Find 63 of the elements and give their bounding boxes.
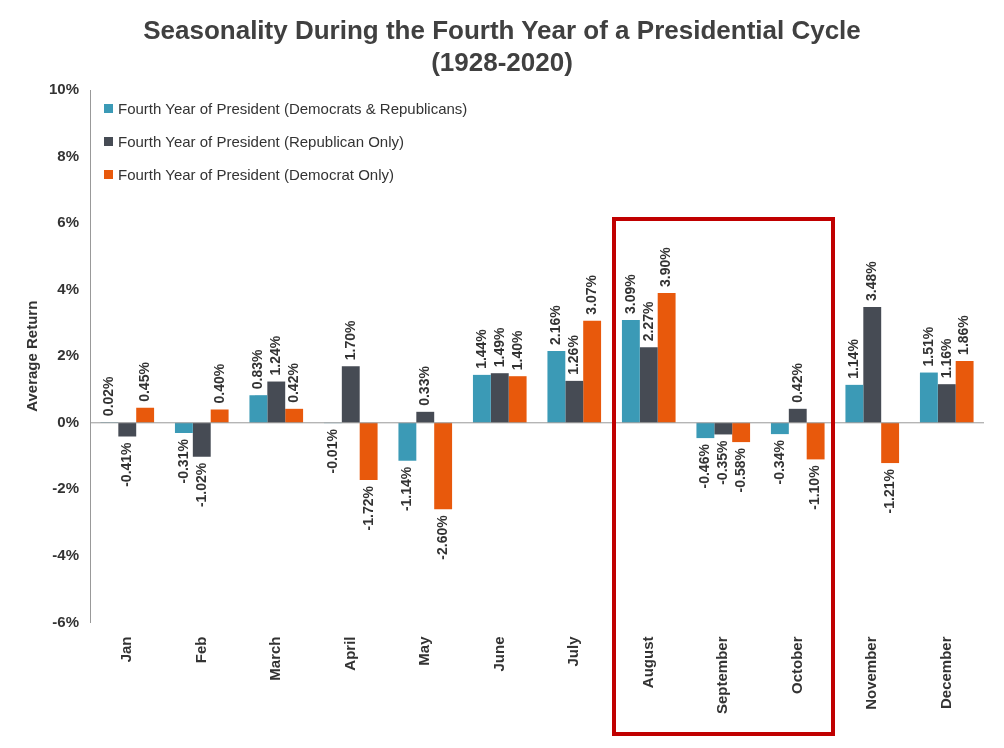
data-label: 1.44% [472, 328, 489, 369]
data-label: -0.01% [323, 428, 340, 474]
legend-label: Fourth Year of President (Democrat Only) [118, 166, 394, 183]
x-tick-label: September [713, 636, 731, 714]
data-label: -1.21% [880, 468, 897, 514]
data-label: -0.35% [714, 439, 731, 485]
x-tick-label: March [266, 636, 284, 681]
data-label: 3.09% [621, 273, 638, 314]
y-tick-label: -2% [52, 479, 80, 497]
x-tick-label: May [415, 635, 433, 666]
data-label: 0.45% [136, 361, 153, 402]
y-tick-label: 2% [57, 346, 80, 364]
data-label: 1.16% [937, 337, 954, 379]
data-label: 0.02% [100, 375, 117, 417]
y-axis-title: Average Return [23, 300, 41, 412]
data-label: -0.58% [732, 447, 748, 493]
data-label: 1.26% [565, 334, 582, 375]
data-label: -1.72% [359, 485, 376, 531]
data-label: 1.51% [919, 326, 936, 367]
data-label: 0.40% [210, 363, 227, 404]
x-tick-label: Feb [191, 636, 209, 664]
x-tick-label: December [936, 636, 954, 710]
legend-label: Fourth Year of President (Democrats & Republicans) [118, 100, 468, 117]
data-label: 0.42% [285, 362, 302, 403]
data-label: 1.24% [267, 335, 284, 376]
chart-subtitle: (1928-2020) [430, 46, 574, 78]
legend-label: Fourth Year of President (Republican Only) [118, 133, 405, 150]
y-tick-label: -6% [52, 612, 80, 630]
chart-title: Seasonality During the Fourth Year of a Presidential Cycle [142, 14, 862, 46]
y-tick-label: 4% [57, 279, 80, 297]
data-label: -0.46% [696, 443, 713, 489]
y-tick-label: 8% [57, 146, 80, 164]
data-label: -0.34% [770, 439, 787, 485]
data-label: 0.33% [416, 365, 433, 406]
data-label: 3.90% [657, 246, 674, 288]
data-label: 1.14% [845, 338, 862, 379]
y-tick-label: 0% [57, 412, 80, 430]
data-label: 2.27% [639, 301, 656, 342]
x-tick-label: July [564, 635, 582, 667]
data-label: 1.40% [508, 329, 525, 371]
data-label: 1.49% [490, 326, 507, 368]
data-label: -1.14% [398, 466, 415, 512]
x-tick-label: October [787, 636, 805, 694]
data-label: -0.31% [174, 438, 191, 484]
data-label: -2.60% [434, 514, 450, 560]
x-tick-label: August [638, 636, 656, 689]
y-tick-label: -4% [52, 546, 80, 564]
x-tick-label: April [340, 636, 358, 671]
data-label: -1.02% [192, 462, 209, 508]
x-tick-label: November [862, 636, 880, 710]
data-label: 2.16% [547, 304, 564, 345]
data-label: -1.10% [806, 464, 823, 510]
data-label: 0.42% [788, 362, 805, 403]
data-label: 1.70% [341, 319, 358, 361]
y-tick-label: 6% [57, 213, 80, 231]
data-label: 3.07% [583, 274, 599, 315]
y-tick-label: 10% [48, 80, 80, 98]
data-label: 1.86% [955, 314, 972, 355]
data-label: 3.48% [863, 260, 880, 301]
x-tick-label: Jan [117, 636, 135, 663]
data-label: -0.41% [118, 441, 135, 487]
x-tick-label: June [489, 636, 507, 672]
data-label: 0.83% [249, 348, 266, 390]
